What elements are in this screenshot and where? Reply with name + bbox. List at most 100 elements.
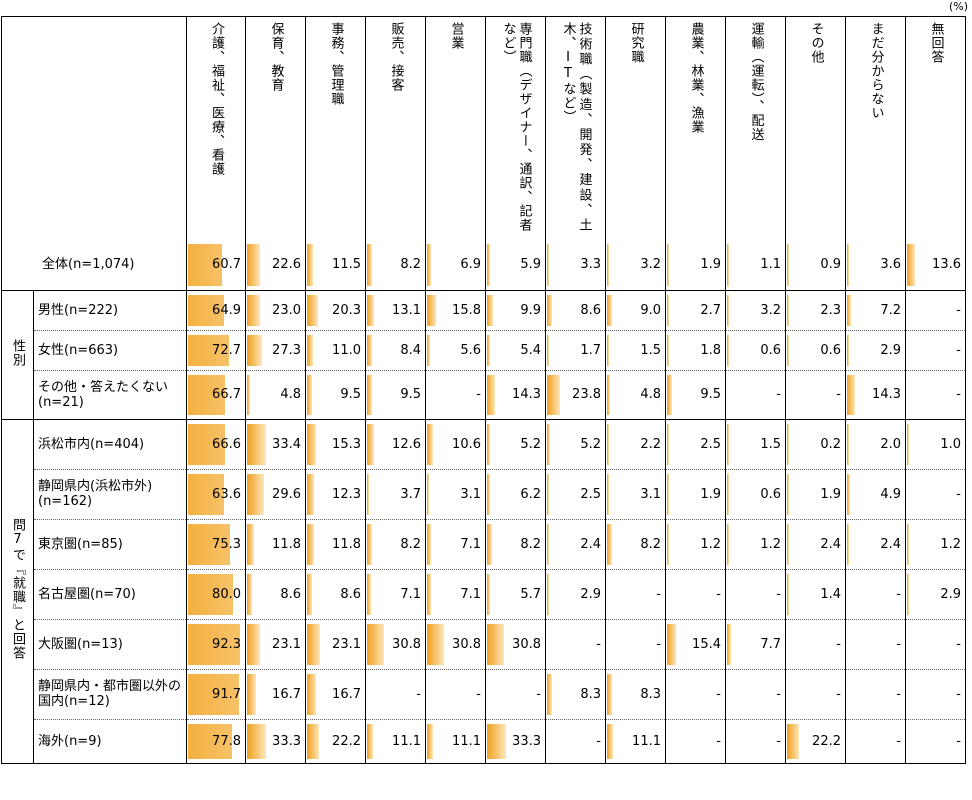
value-bar	[547, 374, 560, 415]
value-bar	[667, 244, 669, 286]
value-bar	[787, 723, 799, 759]
value-bar	[607, 523, 612, 565]
value-bar	[247, 294, 260, 326]
value-cell: 2.4	[545, 519, 606, 570]
value-label: 63.6	[212, 486, 241, 502]
value-label: -	[596, 636, 601, 652]
value-cell: -	[725, 719, 786, 764]
value-bar	[907, 573, 909, 615]
value-cell: 33.4	[245, 419, 306, 470]
value-bar	[727, 244, 729, 286]
value-label: 2.9	[580, 586, 601, 602]
value-label: 13.1	[392, 302, 421, 318]
value-label: 75.3	[212, 536, 241, 552]
row-label: 名古屋圏(n=70)	[33, 569, 187, 620]
value-cell: -	[725, 669, 786, 720]
value-cell: 63.6	[186, 469, 246, 520]
table-row: 名古屋圏(n=70) 80.0 8.6 8.6 7.1 7.1 5.7 2.9 - - - 1.4 - 2…	[2, 569, 966, 620]
value-cell: 1.9	[665, 469, 726, 520]
value-cell: 1.5	[725, 419, 786, 470]
value-bar	[188, 374, 225, 415]
value-cell: 11.1	[605, 719, 666, 764]
value-cell: 13.6	[905, 240, 966, 291]
value-cell: -	[845, 719, 906, 764]
column-header-label: 研究職	[628, 22, 644, 64]
value-label: -	[836, 686, 841, 702]
value-cell: 3.1	[425, 469, 486, 520]
column-header: 無回答	[905, 16, 966, 240]
value-label: 7.2	[880, 302, 901, 318]
value-label: 64.9	[212, 302, 241, 318]
value-label: 2.9	[940, 586, 961, 602]
value-label: 11.8	[272, 536, 301, 552]
value-label: 2.5	[700, 436, 721, 452]
value-cell: 64.9	[186, 290, 246, 331]
value-label: 5.2	[580, 436, 601, 452]
value-bar	[307, 334, 313, 366]
value-bar	[247, 723, 266, 759]
value-label: -	[476, 686, 481, 702]
column-header: 保育、教育	[245, 16, 306, 240]
value-cell: 1.0	[905, 419, 966, 470]
value-bar	[547, 673, 552, 715]
value-cell: 0.9	[785, 240, 846, 291]
value-cell: -	[785, 669, 846, 720]
value-bar	[667, 374, 672, 415]
value-label: -	[956, 302, 961, 318]
column-header-label: 技術職（製造、開発、建設、土木、ITなど）	[560, 22, 592, 232]
value-label: -	[956, 486, 961, 502]
value-cell: 8.3	[605, 669, 666, 720]
value-label: 12.3	[332, 486, 361, 502]
value-cell: 12.6	[365, 419, 426, 470]
value-label: 12.6	[392, 436, 421, 452]
value-bar	[188, 673, 239, 715]
value-bar	[547, 334, 549, 366]
value-bar	[367, 334, 372, 366]
value-cell: 14.3	[485, 370, 546, 420]
column-header: 研究職	[605, 16, 666, 240]
value-cell: 5.6	[425, 330, 486, 371]
value-label: 4.8	[640, 387, 661, 402]
value-cell: 3.2	[725, 290, 786, 331]
value-cell: 2.9	[545, 569, 606, 620]
value-label: 13.6	[932, 257, 961, 273]
value-label: 1.0	[940, 436, 961, 452]
value-bar	[847, 374, 855, 415]
value-bar	[607, 673, 612, 715]
value-bar	[607, 374, 610, 415]
value-bar	[188, 473, 224, 515]
value-cell: 23.8	[545, 370, 606, 420]
value-bar	[487, 294, 493, 326]
value-label: 6.2	[520, 486, 541, 502]
value-bar	[847, 294, 851, 326]
value-label: 30.8	[512, 636, 541, 652]
value-cell: 3.7	[365, 469, 426, 520]
value-label: 11.1	[632, 733, 661, 749]
value-cell: 20.3	[305, 290, 366, 331]
value-cell: 9.9	[485, 290, 546, 331]
column-header: まだ分からない	[845, 16, 906, 240]
value-bar	[367, 244, 372, 286]
column-header-label: 運輸（運転）、配送	[748, 22, 764, 142]
value-bar	[487, 374, 495, 415]
row-label: その他・答えたくない(n=21)	[33, 370, 187, 420]
value-cell: 5.9	[485, 240, 546, 291]
value-cell: 1.7	[545, 330, 606, 371]
value-label: -	[896, 636, 901, 652]
value-label: 14.3	[512, 387, 541, 402]
value-cell: 3.3	[545, 240, 606, 291]
value-label: 66.7	[212, 387, 241, 402]
value-label: 8.6	[580, 302, 601, 318]
value-bar	[607, 294, 612, 326]
value-cell: -	[545, 619, 606, 670]
row-label: 大阪圏(n=13)	[33, 619, 187, 670]
column-header-label: その他	[808, 22, 824, 64]
value-cell: -	[785, 619, 846, 670]
value-label: 29.6	[272, 486, 301, 502]
value-label: 2.3	[820, 302, 841, 318]
value-cell: -	[725, 370, 786, 420]
value-bar	[247, 423, 266, 465]
value-label: -	[416, 686, 421, 702]
row-label: 男性(n=222)	[33, 290, 187, 331]
value-label: -	[776, 686, 781, 702]
